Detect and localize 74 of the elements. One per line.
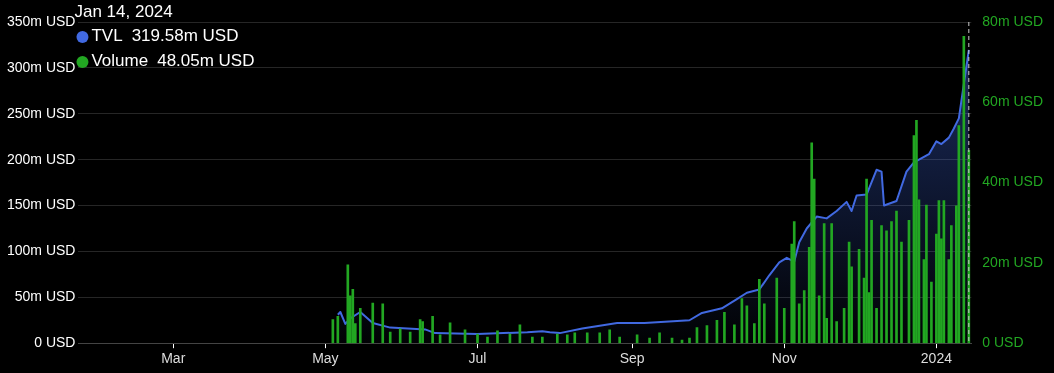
bar bbox=[865, 178, 868, 344]
y-tick-label: 300m USD bbox=[7, 58, 76, 75]
bar bbox=[608, 329, 612, 344]
bar bbox=[753, 323, 756, 344]
bar bbox=[835, 321, 838, 344]
bar bbox=[346, 264, 350, 344]
bar bbox=[541, 336, 544, 344]
bar bbox=[555, 333, 559, 344]
x-tick-label: Nov bbox=[771, 350, 797, 367]
bar bbox=[431, 315, 434, 344]
bar bbox=[585, 332, 589, 344]
bar bbox=[875, 307, 878, 344]
bar bbox=[388, 331, 392, 344]
bar bbox=[758, 279, 761, 344]
y-tick-label: 150m USD bbox=[7, 196, 76, 213]
bar bbox=[371, 302, 375, 344]
bar bbox=[573, 332, 577, 344]
y2-tick-label: 0 USD bbox=[982, 334, 1024, 351]
y-tick-label: 0 USD bbox=[34, 334, 76, 351]
bar bbox=[895, 210, 898, 344]
bar bbox=[565, 334, 569, 344]
bar bbox=[797, 303, 801, 344]
bar bbox=[950, 225, 953, 344]
y2-tick-label: 60m USD bbox=[982, 93, 1043, 110]
bar bbox=[723, 311, 726, 344]
y2-tick-label: 80m USD bbox=[982, 12, 1043, 29]
y-tick-label: 50m USD bbox=[14, 288, 76, 305]
bar bbox=[915, 120, 918, 344]
y-tick-label: 100m USD bbox=[7, 242, 76, 259]
bar bbox=[830, 223, 833, 344]
y-tick-label: 350m USD bbox=[7, 12, 76, 29]
x-tick-label: 2024 bbox=[920, 350, 953, 367]
bar bbox=[900, 241, 903, 344]
bar bbox=[381, 303, 385, 344]
y-tick-label: 250m USD bbox=[7, 104, 76, 121]
bar bbox=[930, 281, 933, 344]
bar bbox=[817, 295, 821, 344]
y2-tick-label: 40m USD bbox=[982, 173, 1043, 190]
bar bbox=[598, 332, 602, 344]
bar bbox=[792, 221, 796, 344]
bar bbox=[351, 289, 355, 344]
x-tick-label: Jul bbox=[468, 350, 487, 367]
bar bbox=[782, 307, 786, 344]
bar bbox=[762, 303, 766, 344]
annotation: 48.05m USD bbox=[157, 51, 255, 71]
bar bbox=[880, 225, 883, 344]
bar bbox=[890, 221, 893, 344]
bar bbox=[496, 330, 499, 344]
bar bbox=[870, 220, 873, 344]
bar bbox=[648, 337, 651, 344]
bar bbox=[476, 333, 479, 344]
bar bbox=[618, 336, 621, 344]
text: Jan 14, 2024 bbox=[74, 2, 173, 22]
bar bbox=[486, 336, 489, 344]
bar bbox=[810, 142, 814, 344]
bar bbox=[531, 336, 534, 344]
bar bbox=[822, 223, 826, 344]
annotation: 319.58m USD bbox=[131, 26, 239, 46]
x-tick-label: Mar bbox=[161, 350, 186, 367]
y-tick-label: 200m USD bbox=[7, 150, 76, 167]
legend-label: Volume bbox=[91, 51, 149, 71]
bar bbox=[885, 230, 888, 344]
bar bbox=[358, 307, 362, 344]
bar bbox=[775, 277, 779, 344]
legend-label: TVL bbox=[91, 26, 123, 46]
x-tick-label: May bbox=[312, 350, 339, 367]
x-tick-label: Sep bbox=[619, 350, 645, 367]
y2-tick-label: 20m USD bbox=[982, 253, 1043, 270]
bar bbox=[802, 290, 806, 344]
bar bbox=[733, 324, 736, 344]
bar bbox=[398, 328, 402, 344]
bar bbox=[688, 337, 691, 344]
bar bbox=[925, 204, 928, 344]
bar bbox=[658, 332, 661, 344]
